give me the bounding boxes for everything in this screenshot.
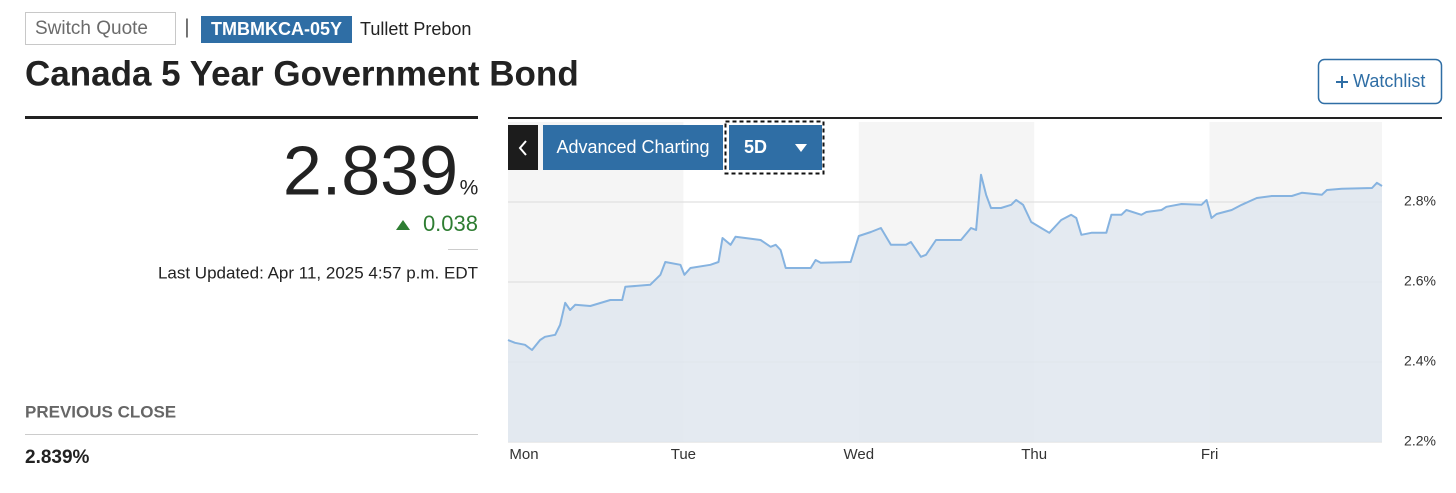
- dropdown-arrow[interactable]: [795, 144, 807, 152]
- switch-quote-text[interactable]: Switch Quote: [35, 18, 148, 39]
- price-unit: %: [460, 177, 479, 200]
- y-tick-label: 2.6%: [1404, 273, 1436, 289]
- watchlist-button[interactable]: Watchlist: [1317, 58, 1443, 105]
- collapse-button[interactable]: [508, 125, 538, 170]
- source: Tullett Prebon: [360, 19, 471, 39]
- x-tick-label: Thu: [1021, 446, 1047, 463]
- x-tick-label: Tue: [671, 446, 696, 463]
- previous-close-value: 2.839%: [25, 447, 90, 468]
- y-tick-label: 2.4%: [1404, 353, 1436, 369]
- price-line: [507, 173, 1383, 351]
- switch-quote[interactable]: Switch Quote: [25, 12, 176, 45]
- range-box[interactable]: [729, 125, 822, 170]
- collapse-box[interactable]: [508, 125, 538, 170]
- title: Canada 5 Year Government Bond: [25, 54, 579, 93]
- chart-top-border: [508, 117, 1442, 119]
- y-tick-label: 2.2%: [1404, 433, 1436, 449]
- last-updated: Last Updated: Apr 11, 2025 4:57 p.m. EDT: [158, 263, 478, 282]
- y-tick-label: 2.8%: [1404, 193, 1436, 209]
- x-tick-label: Mon: [509, 446, 538, 463]
- watchlist-box[interactable]: [1317, 58, 1443, 105]
- separator: |: [184, 16, 189, 38]
- ticker: TMBMKCA-05Y: [211, 19, 342, 39]
- previous-close-label: PREVIOUS CLOSE: [25, 402, 176, 421]
- watchlist-text[interactable]: Watchlist: [1353, 71, 1425, 91]
- up-arrow: [396, 220, 410, 230]
- ticker-badge: [201, 16, 352, 43]
- price: 2.839: [283, 131, 458, 209]
- chevron-left[interactable]: [518, 140, 527, 156]
- advanced-charting-button[interactable]: Advanced Charting: [543, 125, 723, 170]
- range-text[interactable]: 5D: [744, 137, 767, 157]
- x-tick-label: Wed: [844, 446, 875, 463]
- chart: 2.2% 2.4% 2.6% 2.8% Mon Tue Wed Thu Fri: [507, 122, 1436, 463]
- switch-quote-box[interactable]: [25, 12, 176, 45]
- range-dropdown[interactable]: 5D: [724, 120, 825, 175]
- advanced-charting-text[interactable]: Advanced Charting: [556, 137, 709, 157]
- x-tick-label: Fri: [1201, 446, 1219, 463]
- focus-outline: [724, 120, 825, 175]
- change: 0.038: [423, 211, 478, 236]
- divider: [25, 116, 478, 119]
- advanced-charting-box[interactable]: [543, 125, 723, 170]
